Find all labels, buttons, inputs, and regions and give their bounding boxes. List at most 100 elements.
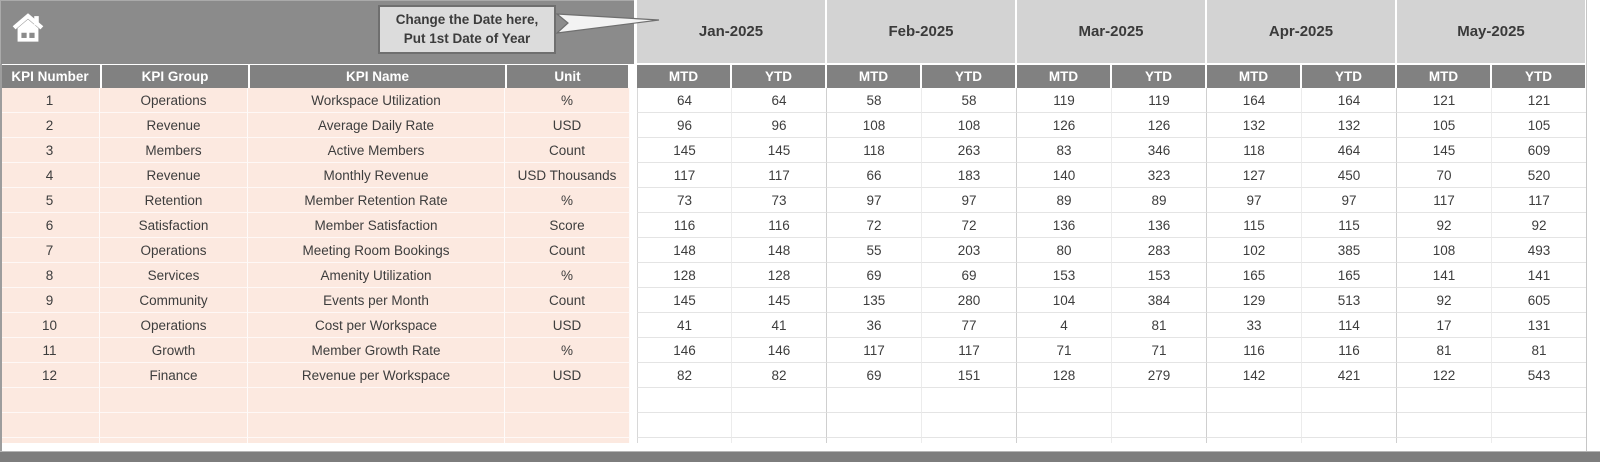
cell-value[interactable]: 36: [827, 313, 922, 338]
subheader-ytd[interactable]: YTD: [732, 65, 825, 88]
cell-value[interactable]: 151: [922, 363, 1017, 388]
cell-kpi-number[interactable]: 8: [0, 263, 100, 288]
cell-value[interactable]: 58: [922, 88, 1017, 113]
cell-kpi-name[interactable]: Active Members: [248, 138, 505, 163]
cell-value[interactable]: 66: [827, 163, 922, 188]
cell-value[interactable]: 421: [1302, 363, 1397, 388]
cell-value[interactable]: [637, 388, 732, 413]
cell-value[interactable]: [1397, 388, 1492, 413]
cell-value[interactable]: 69: [827, 263, 922, 288]
cell-unit[interactable]: [505, 413, 630, 438]
cell-kpi-number[interactable]: [0, 438, 100, 443]
cell-kpi-name[interactable]: Average Daily Rate: [248, 113, 505, 138]
cell-value[interactable]: 83: [1017, 138, 1112, 163]
cell-kpi-group[interactable]: Operations: [100, 313, 248, 338]
cell-value[interactable]: [1112, 413, 1207, 438]
cell-unit[interactable]: %: [505, 188, 630, 213]
cell-value[interactable]: 126: [1112, 113, 1207, 138]
cell-value[interactable]: 64: [732, 88, 827, 113]
cell-value[interactable]: 605: [1492, 288, 1587, 313]
cell-value[interactable]: [1207, 413, 1302, 438]
cell-value[interactable]: 77: [922, 313, 1017, 338]
cell-value[interactable]: 141: [1492, 263, 1587, 288]
cell-value[interactable]: 145: [732, 138, 827, 163]
cell-unit[interactable]: %: [505, 338, 630, 363]
cell-value[interactable]: 136: [1017, 213, 1112, 238]
cell-value[interactable]: [827, 388, 922, 413]
cell-kpi-number[interactable]: 3: [0, 138, 100, 163]
cell-kpi-group[interactable]: Retention: [100, 188, 248, 213]
cell-value[interactable]: [1017, 438, 1112, 443]
cell-value[interactable]: 92: [1397, 288, 1492, 313]
cell-value[interactable]: [637, 413, 732, 438]
cell-value[interactable]: 96: [637, 113, 732, 138]
cell-kpi-group[interactable]: Services: [100, 263, 248, 288]
cell-kpi-number[interactable]: [0, 413, 100, 438]
cell-kpi-group[interactable]: Operations: [100, 88, 248, 113]
cell-value[interactable]: 119: [1112, 88, 1207, 113]
cell-value[interactable]: [827, 413, 922, 438]
cell-kpi-name[interactable]: [248, 388, 505, 413]
cell-value[interactable]: 323: [1112, 163, 1207, 188]
cell-value[interactable]: [1017, 388, 1112, 413]
cell-kpi-number[interactable]: 12: [0, 363, 100, 388]
cell-value[interactable]: 117: [1397, 188, 1492, 213]
cell-value[interactable]: 148: [732, 238, 827, 263]
cell-value[interactable]: 142: [1207, 363, 1302, 388]
cell-value[interactable]: 146: [637, 338, 732, 363]
cell-value[interactable]: 115: [1207, 213, 1302, 238]
cell-kpi-number[interactable]: 10: [0, 313, 100, 338]
cell-kpi-name[interactable]: Member Retention Rate: [248, 188, 505, 213]
cell-value[interactable]: 263: [922, 138, 1017, 163]
cell-value[interactable]: 145: [637, 138, 732, 163]
cell-value[interactable]: 121: [1397, 88, 1492, 113]
cell-value[interactable]: [732, 438, 827, 443]
cell-value[interactable]: 71: [1112, 338, 1207, 363]
cell-value[interactable]: 117: [1492, 188, 1587, 213]
cell-value[interactable]: [922, 388, 1017, 413]
cell-value[interactable]: 283: [1112, 238, 1207, 263]
cell-value[interactable]: 114: [1302, 313, 1397, 338]
cell-kpi-name[interactable]: [248, 438, 505, 443]
cell-value[interactable]: 105: [1492, 113, 1587, 138]
cell-value[interactable]: [922, 438, 1017, 443]
cell-value[interactable]: 385: [1302, 238, 1397, 263]
cell-value[interactable]: [1302, 438, 1397, 443]
subheader-ytd[interactable]: YTD: [922, 65, 1015, 88]
cell-value[interactable]: 70: [1397, 163, 1492, 188]
cell-value[interactable]: [1492, 388, 1587, 413]
cell-value[interactable]: [1207, 388, 1302, 413]
subheader-ytd[interactable]: YTD: [1492, 65, 1585, 88]
cell-value[interactable]: 108: [827, 113, 922, 138]
cell-value[interactable]: 71: [1017, 338, 1112, 363]
subheader-ytd[interactable]: YTD: [1112, 65, 1205, 88]
month-header-apr-2025[interactable]: Apr-2025: [1207, 0, 1395, 63]
cell-value[interactable]: [1492, 438, 1587, 443]
cell-value[interactable]: 108: [1397, 238, 1492, 263]
cell-kpi-name[interactable]: Amenity Utilization: [248, 263, 505, 288]
cell-kpi-number[interactable]: [0, 388, 100, 413]
cell-value[interactable]: 115: [1302, 213, 1397, 238]
cell-value[interactable]: 4: [1017, 313, 1112, 338]
cell-value[interactable]: 116: [732, 213, 827, 238]
cell-value[interactable]: 141: [1397, 263, 1492, 288]
cell-value[interactable]: 122: [1397, 363, 1492, 388]
cell-kpi-name[interactable]: [248, 413, 505, 438]
cell-kpi-group[interactable]: Members: [100, 138, 248, 163]
cell-value[interactable]: [1302, 413, 1397, 438]
cell-value[interactable]: 203: [922, 238, 1017, 263]
cell-value[interactable]: 64: [637, 88, 732, 113]
cell-value[interactable]: 520: [1492, 163, 1587, 188]
cell-value[interactable]: 279: [1112, 363, 1207, 388]
cell-value[interactable]: 97: [827, 188, 922, 213]
cell-value[interactable]: 164: [1207, 88, 1302, 113]
cell-value[interactable]: 145: [732, 288, 827, 313]
cell-value[interactable]: [1207, 438, 1302, 443]
column-header[interactable]: KPI Name: [250, 65, 505, 88]
cell-value[interactable]: 108: [922, 113, 1017, 138]
cell-value[interactable]: 116: [1207, 338, 1302, 363]
cell-value[interactable]: 97: [1302, 188, 1397, 213]
cell-value[interactable]: 81: [1397, 338, 1492, 363]
month-header-feb-2025[interactable]: Feb-2025: [827, 0, 1015, 63]
cell-kpi-name[interactable]: Workspace Utilization: [248, 88, 505, 113]
